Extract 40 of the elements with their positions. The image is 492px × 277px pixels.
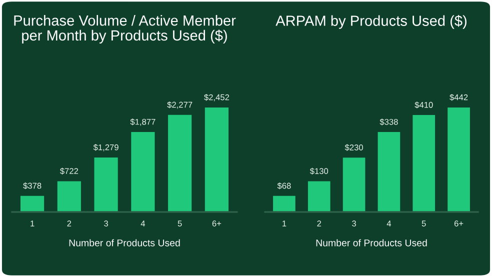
bar xyxy=(204,107,229,212)
bar xyxy=(448,107,470,212)
x-tick-label: 2 xyxy=(317,220,322,226)
bar xyxy=(20,196,44,212)
data-label: $230 xyxy=(344,144,363,151)
chart-title: Purchase Volume / Active Member per Month by Products Used ($) xyxy=(14,15,236,44)
bar xyxy=(94,157,118,212)
bar xyxy=(131,132,155,212)
data-label: $722 xyxy=(60,168,78,175)
data-label: $68 xyxy=(277,182,291,190)
x-tick-label: 4 xyxy=(140,220,146,226)
data-label: $1,279 xyxy=(93,144,118,152)
x-tick-label: 5 xyxy=(178,220,182,226)
x-tick-label: 1 xyxy=(282,220,286,226)
x-axis-title: Number of Products Used xyxy=(69,239,180,246)
bar xyxy=(342,158,366,212)
bar xyxy=(273,196,296,212)
data-label: $338 xyxy=(380,118,398,126)
x-tick-label: 2 xyxy=(67,220,72,226)
bar xyxy=(57,181,81,212)
chart-title: ARPAM by Products Used ($) xyxy=(276,15,467,29)
bar xyxy=(168,114,192,212)
x-tick-label: 3 xyxy=(104,220,108,226)
data-label: $410 xyxy=(414,102,433,108)
x-tick-label: 1 xyxy=(30,220,34,226)
data-label: $378 xyxy=(23,182,42,190)
data-label: $1,877 xyxy=(130,118,156,126)
x-tick-label: 6+ xyxy=(212,220,222,226)
x-axis-title: Number of Products Used xyxy=(316,239,427,246)
bar xyxy=(412,115,436,212)
data-label: $130 xyxy=(310,168,328,175)
bar xyxy=(378,132,400,212)
data-label: $2,452 xyxy=(204,94,230,102)
x-tick-label: 6+ xyxy=(454,220,464,226)
bar xyxy=(308,181,330,212)
data-label: $2,277 xyxy=(167,101,192,109)
x-tick-label: 3 xyxy=(352,220,356,226)
x-tick-label: 4 xyxy=(386,220,392,226)
x-tick-label: 5 xyxy=(422,220,426,226)
data-label: $442 xyxy=(450,94,468,101)
